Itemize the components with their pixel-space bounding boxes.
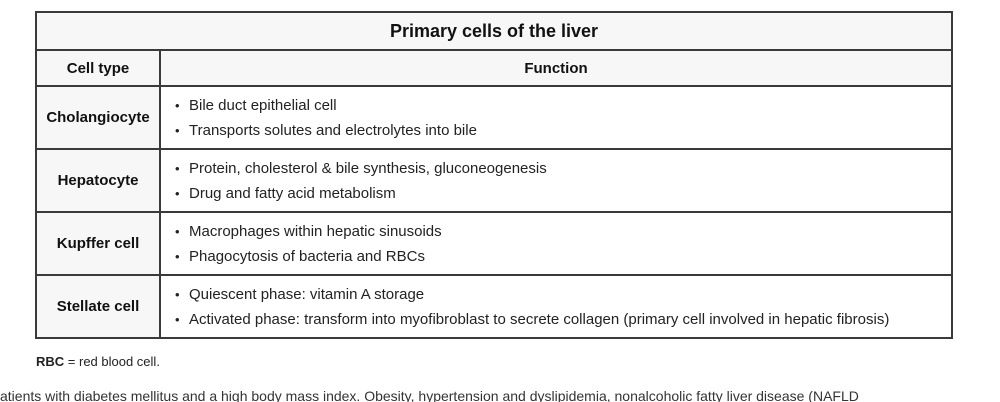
function-text: Macrophages within hepatic sinusoids xyxy=(189,222,442,240)
function-text: Bile duct epithelial cell xyxy=(189,96,337,114)
bullet-icon: • xyxy=(175,122,180,138)
function-list: • Quiescent phase: vitamin A storage • Act… xyxy=(161,282,951,332)
table-row: Hepatocyte • Protein, cholesterol & bile … xyxy=(35,148,954,213)
header-function: Function xyxy=(158,49,954,87)
table-footnote: RBC = red blood cell. xyxy=(36,354,160,369)
table-row: Stellate cell • Quiescent phase: vitamin … xyxy=(35,274,954,339)
list-item: • Activated phase: transform into myofibr… xyxy=(175,307,951,332)
header-cell-type: Cell type xyxy=(35,49,161,87)
function-text: Activated phase: transform into myofibro… xyxy=(189,310,890,328)
bullet-icon: • xyxy=(175,185,180,201)
function-text: Protein, cholesterol & bile synthesis, g… xyxy=(189,159,547,177)
list-item: • Bile duct epithelial cell xyxy=(175,93,951,118)
function-cell: • Protein, cholesterol & bile synthesis, … xyxy=(158,148,954,213)
bullet-icon: • xyxy=(175,223,180,239)
bullet-icon: • xyxy=(175,97,180,113)
bullet-icon: • xyxy=(175,160,180,176)
table-title: Primary cells of the liver xyxy=(34,11,954,51)
list-item: • Quiescent phase: vitamin A storage xyxy=(175,282,951,307)
cell-type-stellate: Stellate cell xyxy=(35,274,161,339)
table-title-row: Primary cells of the liver xyxy=(34,11,954,51)
cell-type-hepatocyte: Hepatocyte xyxy=(35,148,161,213)
list-item: • Macrophages within hepatic sinusoids xyxy=(175,219,951,244)
function-text: Drug and fatty acid metabolism xyxy=(189,184,396,202)
list-item: • Drug and fatty acid metabolism xyxy=(175,181,951,206)
list-item: • Transports solutes and electrolytes int… xyxy=(175,118,951,143)
function-list: • Bile duct epithelial cell • Transports s… xyxy=(161,93,951,143)
list-item: • Protein, cholesterol & bile synthesis, … xyxy=(175,156,951,181)
list-item: • Phagocytosis of bacteria and RBCs xyxy=(175,244,951,269)
function-cell: • Macrophages within hepatic sinusoids • P… xyxy=(158,211,954,276)
function-cell: • Bile duct epithelial cell • Transports s… xyxy=(158,85,954,150)
function-text: Transports solutes and electrolytes into… xyxy=(189,121,477,139)
bullet-icon: • xyxy=(175,286,180,302)
footnote-text: = red blood cell. xyxy=(64,354,160,369)
function-list: • Protein, cholesterol & bile synthesis, … xyxy=(161,156,951,206)
table-row: Cholangiocyte • Bile duct epithelial cell… xyxy=(35,85,954,150)
table-row: Kupffer cell • Macrophages within hepatic… xyxy=(35,211,954,276)
cell-type-kupffer: Kupffer cell xyxy=(35,211,161,276)
cutoff-body-text: atients with diabetes mellitus and a hig… xyxy=(0,388,859,402)
function-cell: • Quiescent phase: vitamin A storage • Act… xyxy=(158,274,954,339)
bullet-icon: • xyxy=(175,248,180,264)
bullet-icon: • xyxy=(175,311,180,327)
function-text: Quiescent phase: vitamin A storage xyxy=(189,285,425,303)
function-text: Phagocytosis of bacteria and RBCs xyxy=(189,247,425,265)
function-list: • Macrophages within hepatic sinusoids • P… xyxy=(161,219,951,269)
table-header-row: Cell type Function xyxy=(35,49,954,87)
liver-cells-table: Primary cells of the liver Cell type Fun… xyxy=(34,11,954,339)
liver-cells-table-container: Primary cells of the liver Cell type Fun… xyxy=(34,11,954,339)
footnote-abbreviation: RBC xyxy=(36,354,65,369)
cell-type-cholangiocyte: Cholangiocyte xyxy=(35,85,161,150)
